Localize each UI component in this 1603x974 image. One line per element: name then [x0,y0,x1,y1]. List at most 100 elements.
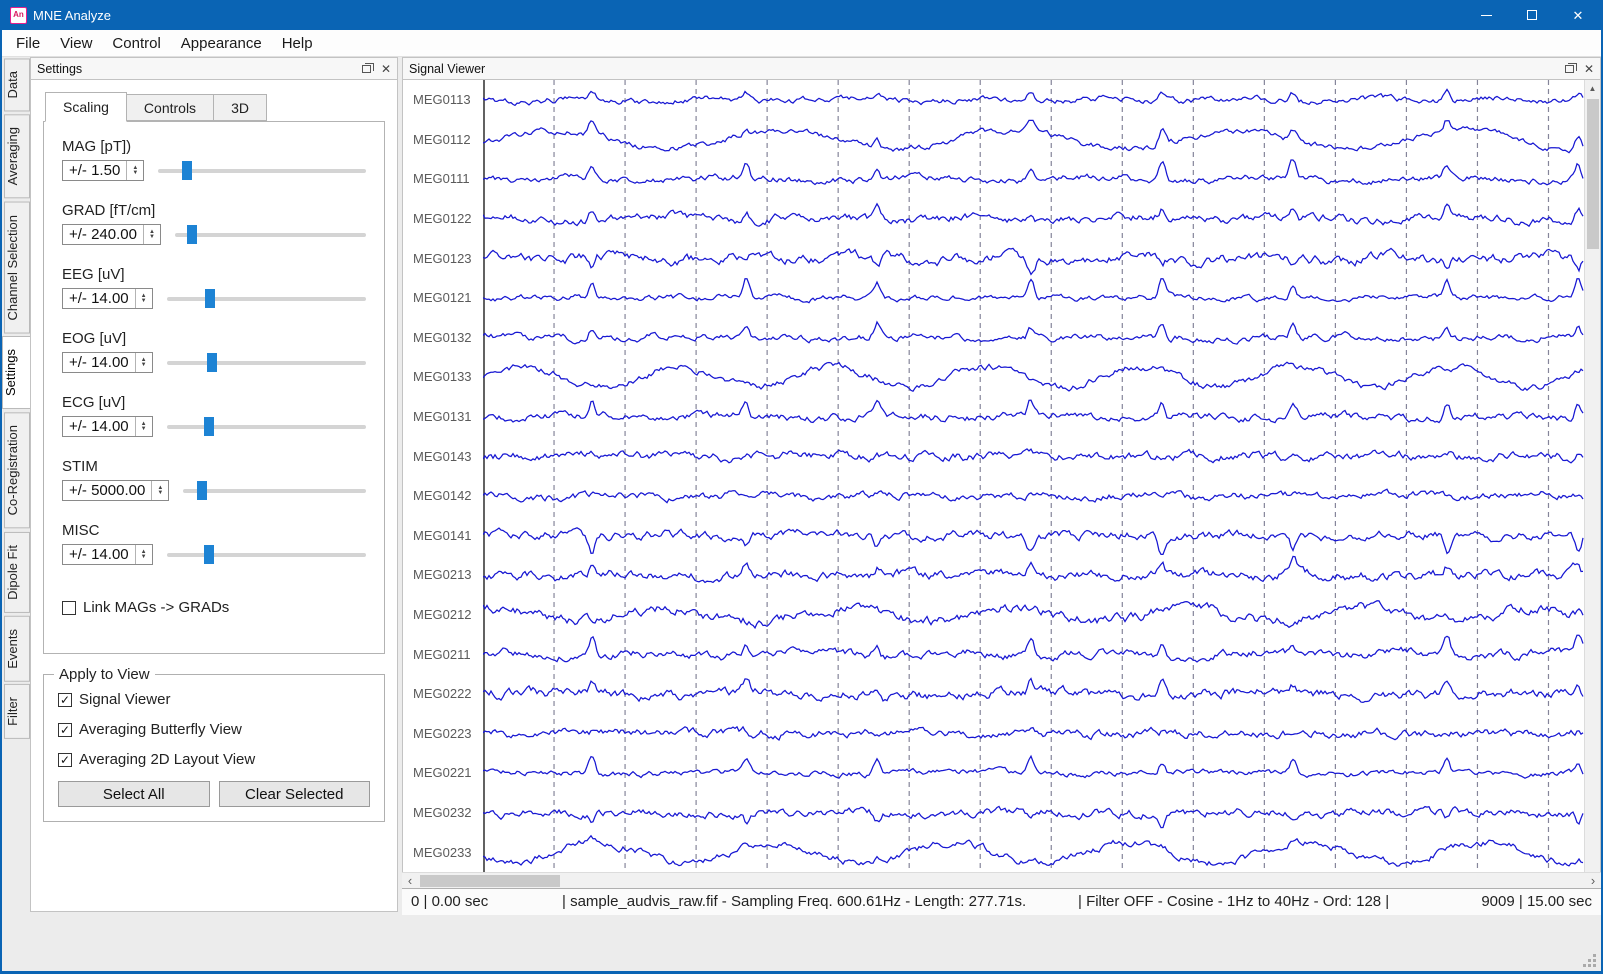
eeg-slider[interactable] [167,289,366,308]
apply-checkbox-signal-viewer[interactable]: ✓Signal Viewer [58,691,370,708]
mag-spinbox[interactable]: +/- 1.50▲▼ [62,160,144,181]
sidebar-tab-dipole-fit[interactable]: Dipole Fit [4,532,30,613]
close-panel-button[interactable]: ✕ [381,62,391,76]
channel-label-meg0112[interactable]: MEG0112 [403,120,483,160]
resize-grip[interactable] [1584,955,1596,967]
channel-label-meg0221[interactable]: MEG0221 [403,753,483,793]
settings-panel-title: Settings [37,62,82,76]
ecg-slider-handle[interactable] [204,417,214,436]
menu-bar: FileViewControlAppearanceHelp [2,30,1601,57]
mag-slider-handle[interactable] [182,161,192,180]
eeg-value: +/- 14.00 [63,289,135,308]
checked-checkbox-icon: ✓ [58,693,72,707]
signal-viewer-header: Signal Viewer ✕ [402,57,1601,80]
misc-slider[interactable] [167,545,366,564]
channel-label-meg0233[interactable]: MEG0233 [403,832,483,872]
apply-checkbox-averaging-2d-layout-view[interactable]: ✓Averaging 2D Layout View [58,751,370,768]
grad-slider-handle[interactable] [187,225,197,244]
menu-item-help[interactable]: Help [272,32,323,55]
eog-slider-handle[interactable] [207,353,217,372]
channel-label-meg0121[interactable]: MEG0121 [403,278,483,318]
ecg-spinbox[interactable]: +/- 14.00▲▼ [62,416,153,437]
channel-label-meg0142[interactable]: MEG0142 [403,476,483,516]
menu-item-file[interactable]: File [6,32,50,55]
link-mags-grads-checkbox[interactable]: Link MAGs -> GRADs [62,599,366,616]
eeg-slider-handle[interactable] [205,289,215,308]
status-window-info: 9009 | 15.00 sec [1481,893,1592,910]
stim-spinbox[interactable]: +/- 5000.00▲▼ [62,480,169,501]
tab-3d[interactable]: 3D [214,94,267,121]
channel-label-meg0213[interactable]: MEG0213 [403,555,483,595]
misc-slider-handle[interactable] [204,545,214,564]
settings-panel: Settings ✕ ScalingControls3D MAG [pT])+/… [30,57,398,971]
signal-viewer-panel: Signal Viewer ✕ MEG0113MEG0112MEG0111MEG… [402,57,1601,971]
menu-item-appearance[interactable]: Appearance [171,32,272,55]
channel-label-meg0131[interactable]: MEG0131 [403,397,483,437]
scroll-left-icon[interactable]: ‹ [402,873,418,889]
spin-down-icon[interactable]: ▼ [141,363,147,368]
scroll-up-icon[interactable]: ▲ [1585,80,1601,97]
ecg-value: +/- 14.00 [63,417,135,436]
close-button[interactable]: ✕ [1555,0,1601,30]
spin-down-icon[interactable]: ▼ [132,171,138,176]
eog-slider[interactable] [167,353,366,372]
eeg-spinbox[interactable]: +/- 14.00▲▼ [62,288,153,309]
sidebar-tab-data[interactable]: Data [4,58,30,111]
settings-content: ScalingControls3D MAG [pT])+/- 1.50▲▼GRA… [30,80,398,912]
trace-canvas[interactable] [483,80,1584,872]
sidebar-tab-events[interactable]: Events [4,616,30,682]
tab-controls[interactable]: Controls [127,94,214,121]
scroll-right-icon[interactable]: › [1585,873,1601,889]
spin-down-icon[interactable]: ▼ [141,299,147,304]
tab-scaling[interactable]: Scaling [45,92,127,122]
horizontal-scrollbar[interactable]: ‹ › [402,872,1601,888]
link-mags-grads-checkbox-label: Link MAGs -> GRADs [83,599,229,616]
ecg-slider[interactable] [167,417,366,436]
float-panel-button[interactable] [362,65,371,73]
signal-viewer-title: Signal Viewer [409,62,485,76]
sidebar-tab-channel-selection[interactable]: Channel Selection [4,202,30,334]
eog-spinbox[interactable]: +/- 14.00▲▼ [62,352,153,373]
grad-spinbox[interactable]: +/- 240.00▲▼ [62,224,161,245]
minimize-button[interactable] [1463,0,1509,30]
horizontal-scrollbar-thumb[interactable] [420,875,560,887]
grad-slider[interactable] [175,225,366,244]
vertical-scrollbar-thumb[interactable] [1587,99,1599,249]
clear-selected-button[interactable]: Clear Selected [219,781,371,807]
channel-label-meg0132[interactable]: MEG0132 [403,318,483,358]
sidebar-tab-settings[interactable]: Settings [2,336,30,409]
channel-label-meg0222[interactable]: MEG0222 [403,674,483,714]
spin-down-icon[interactable]: ▼ [157,491,163,496]
close-panel-button[interactable]: ✕ [1584,62,1594,76]
spin-down-icon[interactable]: ▼ [141,427,147,432]
maximize-button[interactable] [1509,0,1555,30]
select-all-button[interactable]: Select All [58,781,210,807]
settings-tab-bar: ScalingControls3D [45,92,385,121]
mag-slider[interactable] [158,161,366,180]
stim-slider[interactable] [183,481,366,500]
float-panel-button[interactable] [1565,65,1574,73]
channel-label-meg0211[interactable]: MEG0211 [403,634,483,674]
misc-spinbox[interactable]: +/- 14.00▲▼ [62,544,153,565]
float-icon [362,65,371,73]
channel-label-meg0123[interactable]: MEG0123 [403,238,483,278]
stim-slider-handle[interactable] [197,481,207,500]
spin-down-icon[interactable]: ▼ [149,235,155,240]
channel-label-meg0113[interactable]: MEG0113 [403,80,483,120]
sidebar-tab-averaging[interactable]: Averaging [4,114,30,198]
apply-checkbox-averaging-butterfly-view[interactable]: ✓Averaging Butterfly View [58,721,370,738]
channel-label-meg0133[interactable]: MEG0133 [403,357,483,397]
channel-label-meg0232[interactable]: MEG0232 [403,793,483,833]
channel-label-meg0141[interactable]: MEG0141 [403,516,483,556]
channel-label-meg0223[interactable]: MEG0223 [403,714,483,754]
channel-label-meg0122[interactable]: MEG0122 [403,199,483,239]
channel-label-meg0143[interactable]: MEG0143 [403,436,483,476]
sidebar-tab-co-registration[interactable]: Co-Registration [4,412,30,528]
sidebar-tab-filter[interactable]: Filter [4,684,30,739]
menu-item-control[interactable]: Control [102,32,170,55]
menu-item-view[interactable]: View [50,32,102,55]
channel-label-meg0212[interactable]: MEG0212 [403,595,483,635]
vertical-scrollbar[interactable]: ▲ [1584,80,1600,872]
spin-down-icon[interactable]: ▼ [141,555,147,560]
channel-label-meg0111[interactable]: MEG0111 [403,159,483,199]
